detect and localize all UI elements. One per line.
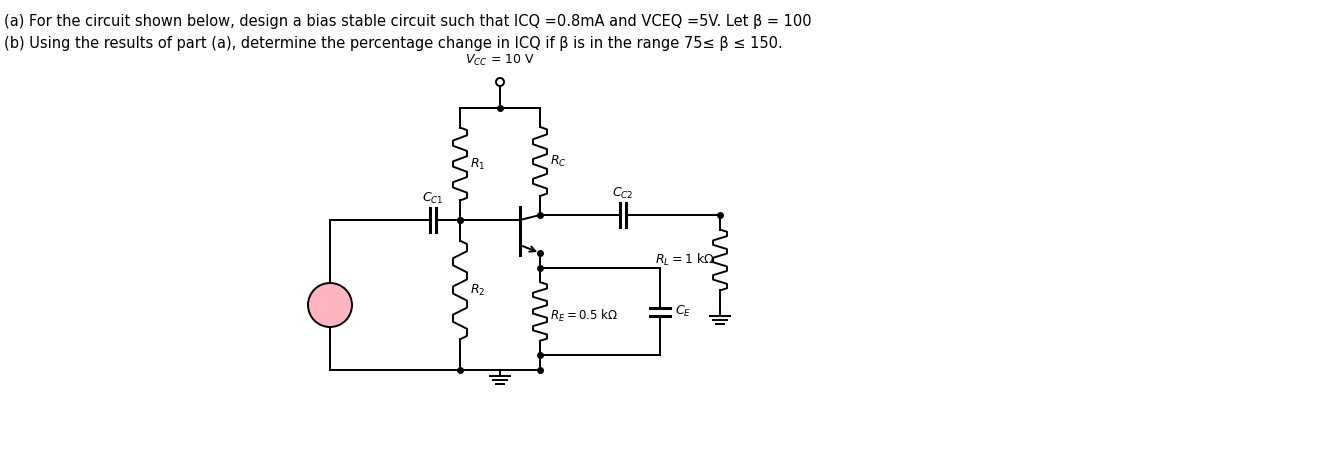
Text: $R_2$: $R_2$ [471, 282, 485, 297]
Circle shape [308, 283, 352, 327]
Text: (a) For the circuit shown below, design a bias stable circuit such that ICQ =0.8: (a) For the circuit shown below, design … [4, 14, 812, 29]
Text: $C_{C2}$: $C_{C2}$ [613, 186, 634, 201]
Text: $V_{CC}$ = 10 V: $V_{CC}$ = 10 V [465, 53, 535, 68]
Text: (b) Using the results of part (a), determine the percentage change in ICQ if β i: (b) Using the results of part (a), deter… [4, 36, 783, 51]
Text: $v_s$: $v_s$ [323, 299, 336, 312]
Text: $C_{C1}$: $C_{C1}$ [422, 191, 444, 206]
Text: $R_E = 0.5\ \mathrm{k}\Omega$: $R_E = 0.5\ \mathrm{k}\Omega$ [550, 307, 618, 323]
Text: $R_1$: $R_1$ [471, 156, 485, 171]
Text: +: + [331, 288, 341, 302]
Text: $R_C$: $R_C$ [550, 154, 567, 169]
Text: $C_E$: $C_E$ [675, 304, 691, 319]
Text: $R_L = 1\ \mathrm{k}\Omega$: $R_L = 1\ \mathrm{k}\Omega$ [655, 252, 714, 268]
